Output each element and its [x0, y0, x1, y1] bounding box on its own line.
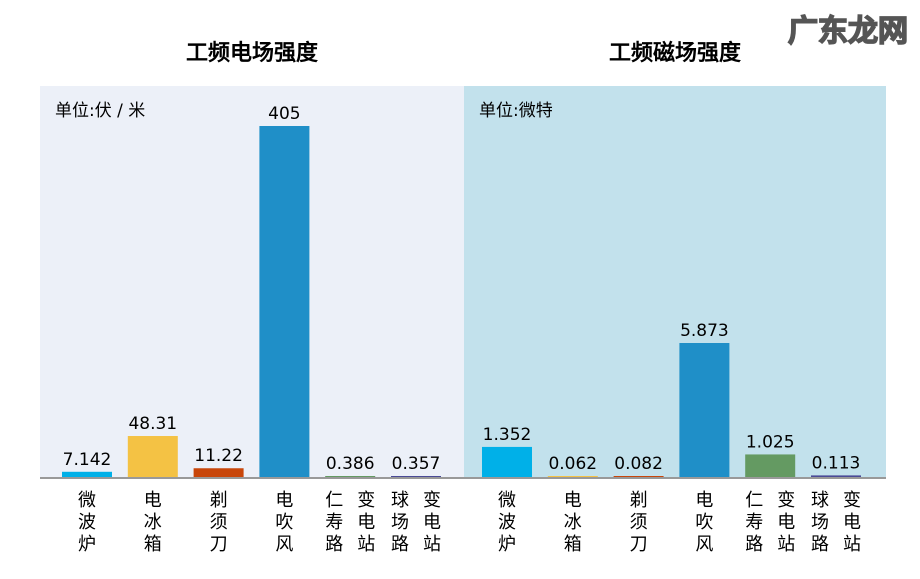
- category-label: 刀: [630, 534, 648, 555]
- value-label: 11.22: [194, 446, 243, 466]
- category-label: 电: [275, 490, 293, 511]
- bar: [127, 436, 178, 478]
- category-label: 寿: [325, 512, 343, 533]
- category-label: 电: [695, 490, 713, 511]
- category-label: 站: [777, 534, 795, 555]
- category-label: 电: [144, 490, 162, 511]
- category-label: 球: [811, 490, 829, 511]
- bar: [62, 471, 112, 478]
- category-label: 仁: [745, 490, 763, 511]
- bar: [745, 454, 796, 478]
- bar: [193, 468, 244, 478]
- category-label: 剃: [630, 490, 648, 511]
- category-label: 风: [275, 534, 293, 555]
- category-label: 路: [325, 534, 343, 555]
- category-label: 变: [423, 490, 441, 511]
- category-label: 站: [423, 534, 441, 555]
- category-label: 吹: [695, 512, 713, 533]
- value-label: 7.142: [63, 450, 112, 470]
- value-label: 0.113: [812, 453, 861, 473]
- category-label: 电: [423, 512, 441, 533]
- plot-background: [464, 86, 886, 478]
- unit-label: 单位:微特: [479, 101, 553, 121]
- category-label: 波: [498, 512, 516, 533]
- category-label: 波: [78, 512, 96, 533]
- unit-label: 单位:伏 / 米: [55, 101, 145, 121]
- category-label: 电: [843, 512, 861, 533]
- category-label: 微: [78, 490, 96, 511]
- value-label: 1.352: [483, 425, 532, 445]
- chart-title: 工频电场强度: [186, 40, 319, 66]
- category-label: 箱: [564, 534, 582, 555]
- category-label: 场: [811, 512, 829, 533]
- category-label: 变: [777, 490, 795, 511]
- category-label: 风: [695, 534, 713, 555]
- watermark: 广东龙网: [787, 13, 909, 50]
- category-label: 寿: [745, 512, 763, 533]
- value-label: 405: [268, 104, 300, 124]
- value-label: 5.873: [680, 321, 729, 341]
- category-label: 仁: [325, 490, 343, 511]
- value-label: 0.357: [392, 454, 441, 474]
- chart-title: 工频磁场强度: [609, 40, 742, 66]
- plot-background: [40, 86, 464, 478]
- category-label: 变: [357, 490, 375, 511]
- value-label: 0.386: [326, 454, 375, 474]
- category-label: 站: [843, 534, 861, 555]
- bar: [811, 475, 861, 478]
- category-label: 吹: [275, 512, 293, 533]
- category-label: 微: [498, 490, 516, 511]
- category-label: 刀: [210, 534, 228, 555]
- category-label: 炉: [78, 534, 96, 555]
- bar: [259, 126, 310, 478]
- value-label: 1.025: [746, 432, 795, 452]
- category-label: 须: [630, 512, 648, 533]
- value-label: 0.062: [548, 454, 597, 474]
- category-label: 电: [564, 490, 582, 511]
- category-label: 路: [391, 534, 409, 555]
- category-label: 冰: [144, 512, 162, 533]
- value-label: 0.082: [614, 454, 663, 474]
- category-label: 路: [811, 534, 829, 555]
- category-label: 场: [391, 512, 409, 533]
- category-label: 箱: [144, 534, 162, 555]
- value-label: 48.31: [128, 414, 177, 434]
- category-label: 电: [357, 512, 375, 533]
- category-label: 变: [843, 490, 861, 511]
- bar: [679, 343, 730, 478]
- category-label: 剃: [210, 490, 228, 511]
- category-label: 站: [357, 534, 375, 555]
- bar: [482, 446, 532, 478]
- category-label: 电: [777, 512, 795, 533]
- category-label: 路: [745, 534, 763, 555]
- category-label: 球: [391, 490, 409, 511]
- category-label: 炉: [498, 534, 516, 555]
- category-label: 须: [210, 512, 228, 533]
- category-label: 冰: [564, 512, 582, 533]
